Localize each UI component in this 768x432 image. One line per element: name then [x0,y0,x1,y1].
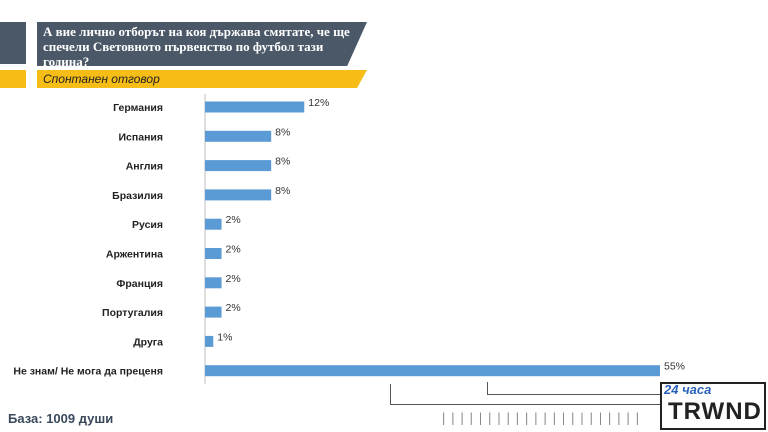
bar [205,365,660,377]
footer-decoration-line [390,384,391,404]
question-title: А вие лично отборът на коя държава смята… [37,22,367,66]
category-label: Русия [132,219,163,231]
bar [205,218,222,230]
logo-24-chasa-text: 24 часа [664,382,712,397]
category-label: Франция [116,278,163,290]
bar [205,248,222,259]
value-label: 8% [275,185,290,197]
value-label: 55% [664,361,685,373]
question-subtitle: Спонтанен отговор [37,70,367,88]
footer-decoration-line [487,382,488,394]
bar [205,306,222,318]
value-label: 12% [308,97,329,109]
category-label: Аржентина [106,249,163,261]
trend-logo: 24 часа TRWND [660,382,766,430]
base-note: База: 1009 души [8,411,114,426]
bar [205,189,272,201]
value-label: 2% [226,273,241,285]
bar [205,101,305,113]
bar [205,160,272,172]
logo-trend-text: TRWND [668,398,762,425]
value-label: 8% [275,156,290,168]
category-label: Германия [113,102,163,114]
category-label: Англия [126,161,163,173]
category-label: Португалия [102,307,163,319]
bar [205,277,222,289]
value-label: 2% [226,214,241,226]
bar [205,130,272,142]
category-label: Не знам/ Не мога да преценя [13,366,163,378]
left-accent-bar [0,22,26,64]
footer-decoration-line [487,394,660,395]
value-label: 8% [275,126,290,138]
footer-decoration-line [390,404,660,405]
footer-tick-decoration: |||||||||||||||||||||| [440,411,643,425]
value-label: 2% [226,302,241,314]
category-label: Друга [133,336,163,348]
category-label: Бразилия [112,190,163,202]
value-label: 2% [226,244,241,256]
value-label: 1% [217,331,232,343]
category-label: Испания [119,131,164,143]
bar [205,335,214,347]
left-accent-yellow-bar [0,70,26,88]
